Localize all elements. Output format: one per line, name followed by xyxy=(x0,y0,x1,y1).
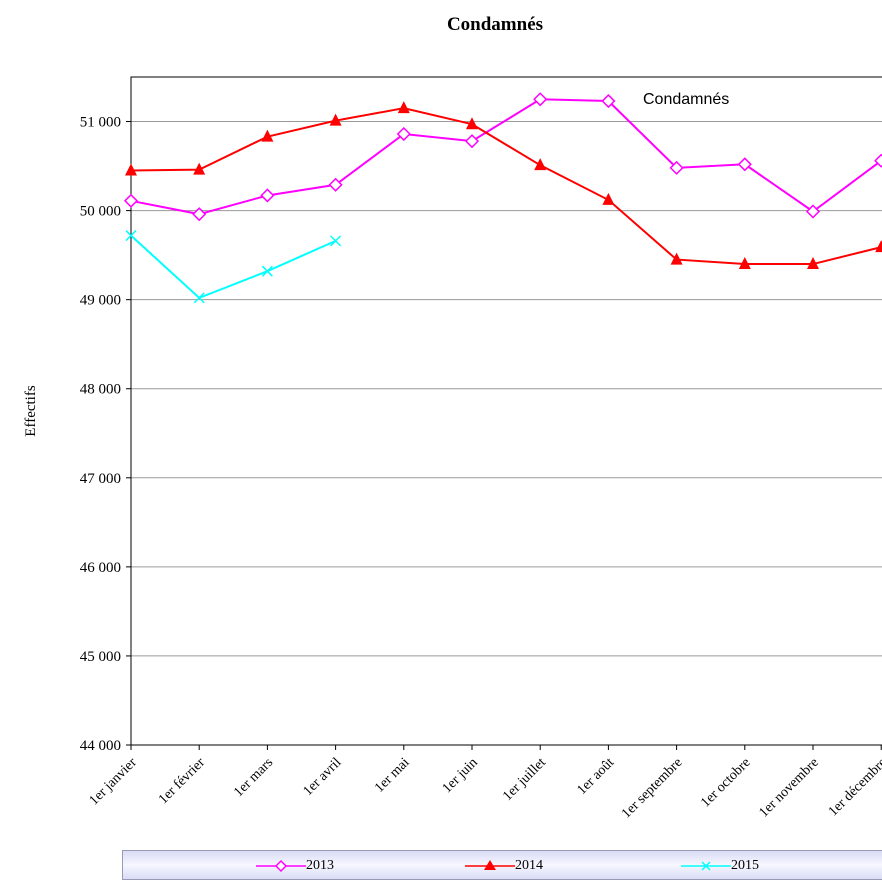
data-point-2014 xyxy=(261,129,274,142)
data-point-2014 xyxy=(397,101,410,114)
legend-swatch-2014 xyxy=(465,860,515,870)
x-tick-label: 1er octobre xyxy=(698,755,753,810)
y-tick-label: 45 000 xyxy=(80,649,121,665)
data-point-2014 xyxy=(534,158,547,171)
y-axis-label: Effectifs xyxy=(23,385,39,437)
x-tick-label: 1er novembre xyxy=(757,755,822,820)
data-point-2013 xyxy=(669,160,684,175)
data-point-2014 xyxy=(738,257,751,270)
y-tick-label: 46 000 xyxy=(80,560,121,576)
data-point-2013 xyxy=(533,92,548,107)
data-point-2015 xyxy=(330,235,342,247)
data-point-2013 xyxy=(260,188,275,203)
data-point-2013 xyxy=(805,204,821,219)
data-point-2015 xyxy=(261,265,273,277)
x-tick-label: 1er juin xyxy=(440,755,481,796)
x-tick-label: 1er avril xyxy=(301,755,345,799)
data-point-2015 xyxy=(125,230,137,242)
series-line-2015 xyxy=(130,234,337,300)
legend-label-2014: 2014 xyxy=(515,858,543,873)
data-point-2013 xyxy=(874,153,882,168)
data-point-2013 xyxy=(192,207,207,222)
data-point-2014 xyxy=(329,113,342,126)
chart-plot: 44 000 45 000 46 000 47 000 48 000 49 000 50 0… xyxy=(23,76,882,822)
data-point-2013 xyxy=(396,126,411,142)
data-point-2014 xyxy=(875,240,882,253)
data-point-2014 xyxy=(807,257,819,270)
x-tick-label: 1er mars xyxy=(231,755,276,800)
y-tick-label: 48 000 xyxy=(80,382,121,398)
x-tick-label: 1er juillet xyxy=(500,755,549,804)
data-point-2013 xyxy=(601,93,616,109)
x-tick-label: 1er janvier xyxy=(87,755,140,808)
legend: 2013 2014 2015 xyxy=(122,850,882,880)
data-point-2013 xyxy=(464,134,480,149)
data-point-2014 xyxy=(193,162,206,175)
chart-title: Condamnés xyxy=(446,14,544,35)
series-line-2014 xyxy=(130,107,882,266)
legend-label-2015: 2015 xyxy=(731,858,759,873)
data-point-2014 xyxy=(670,252,683,265)
x-tick-label: 1er décembre xyxy=(826,755,882,819)
y-tick-label: 50 000 xyxy=(80,204,121,220)
y-tick-label: 49 000 xyxy=(80,293,121,309)
plot-annotation: Condamnés xyxy=(643,91,729,108)
x-tick-label: 1er août xyxy=(574,755,617,798)
data-point-2015 xyxy=(193,292,205,304)
data-point-2014 xyxy=(466,117,478,130)
legend-label-2013: 2013 xyxy=(306,858,334,873)
y-tick-label: 47 000 xyxy=(80,471,121,487)
series-line-2013 xyxy=(130,98,882,216)
y-tick-label: 44 000 xyxy=(80,738,121,754)
data-point-2013 xyxy=(737,157,752,172)
data-point-2013 xyxy=(123,193,139,208)
legend-swatch-2015 xyxy=(681,861,731,871)
data-point-2014 xyxy=(602,192,615,205)
plot-frame xyxy=(130,76,882,746)
x-tick-label: 1er mai xyxy=(372,755,413,796)
data-point-2014 xyxy=(125,163,137,176)
legend-swatch-2013 xyxy=(256,859,306,873)
x-tick-label: 1er février xyxy=(156,755,208,807)
x-tick-label: 1er septembre xyxy=(619,755,685,821)
y-tick-label: 51 000 xyxy=(80,115,121,131)
data-point-2013 xyxy=(328,177,343,192)
